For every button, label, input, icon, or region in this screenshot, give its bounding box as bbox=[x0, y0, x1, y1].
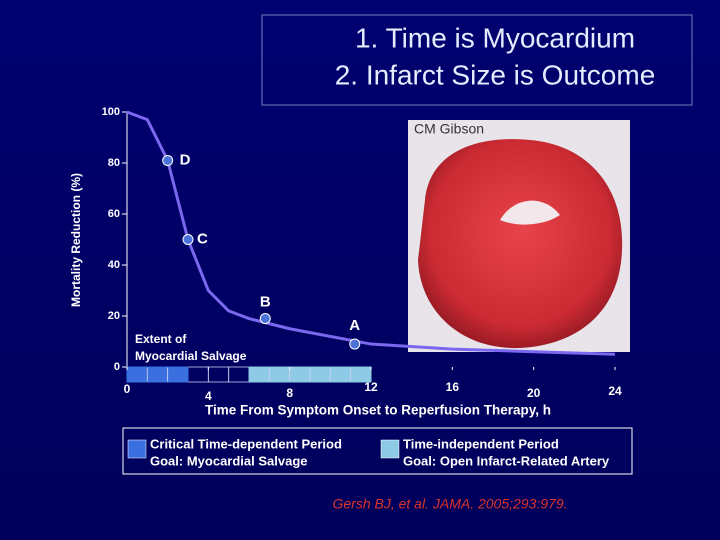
legend-label: Time-independent Period bbox=[403, 436, 559, 451]
legend-label: Goal: Open Infarct-Related Artery bbox=[403, 453, 610, 468]
legend-swatch bbox=[380, 439, 400, 459]
citation: Gersh BJ, et al. JAMA. 2005;293:979. bbox=[332, 496, 567, 512]
heart-section bbox=[418, 139, 623, 349]
legend-swatch bbox=[127, 439, 147, 459]
legend-label: Goal: Myocardial Salvage bbox=[150, 453, 308, 468]
period-cell bbox=[167, 366, 189, 383]
image-credit: CM Gibson bbox=[414, 121, 484, 137]
title-line: 1. Time is Myocardium bbox=[355, 22, 635, 53]
legend-box bbox=[122, 427, 633, 475]
x-tick-label: 16 bbox=[446, 380, 460, 394]
title-line: 2. Infarct Size is Outcome bbox=[335, 59, 656, 90]
x-tick-label: 20 bbox=[527, 386, 541, 400]
data-point bbox=[162, 154, 174, 166]
period-cell bbox=[329, 366, 352, 383]
point-label: A bbox=[349, 317, 360, 334]
period-cell bbox=[248, 366, 270, 383]
y-tick-label: 0 bbox=[114, 361, 120, 373]
curve bbox=[126, 110, 616, 356]
x-tick-label: 4 bbox=[205, 389, 212, 403]
point-label: D bbox=[180, 151, 191, 168]
y-tick-label: 100 bbox=[102, 106, 120, 118]
x-tick-label: 24 bbox=[608, 384, 622, 398]
data-point bbox=[349, 338, 361, 350]
title-box bbox=[261, 14, 693, 106]
point-label: B bbox=[260, 294, 271, 311]
x-tick-label: 0 bbox=[124, 382, 131, 396]
y-tick-label: 60 bbox=[108, 208, 120, 220]
period-cell bbox=[126, 366, 148, 383]
period-band bbox=[126, 366, 189, 383]
period-cell bbox=[268, 366, 291, 383]
y-axis-label: Mortality Reduction (%) bbox=[69, 173, 83, 307]
period-cell bbox=[289, 366, 311, 383]
x-tick-label: 12 bbox=[364, 380, 378, 394]
data-point bbox=[182, 234, 194, 245]
legend-label: Critical Time-dependent Period bbox=[150, 436, 342, 451]
y-tick-label: 20 bbox=[108, 310, 120, 322]
annotation: Myocardial Salvage bbox=[135, 349, 247, 363]
point-label: C bbox=[197, 230, 208, 247]
y-tick-label: 40 bbox=[108, 259, 120, 271]
y-tick-label: 80 bbox=[108, 157, 120, 169]
period-cell bbox=[146, 366, 169, 383]
x-tick-label: 8 bbox=[286, 386, 293, 400]
x-axis-label: Time From Symptom Onset to Reperfusion T… bbox=[205, 403, 551, 418]
heart-cavity bbox=[500, 200, 560, 225]
data-point bbox=[259, 313, 271, 325]
annotation: Extent of bbox=[135, 332, 187, 346]
period-cell bbox=[309, 366, 331, 383]
period-band bbox=[248, 366, 372, 383]
